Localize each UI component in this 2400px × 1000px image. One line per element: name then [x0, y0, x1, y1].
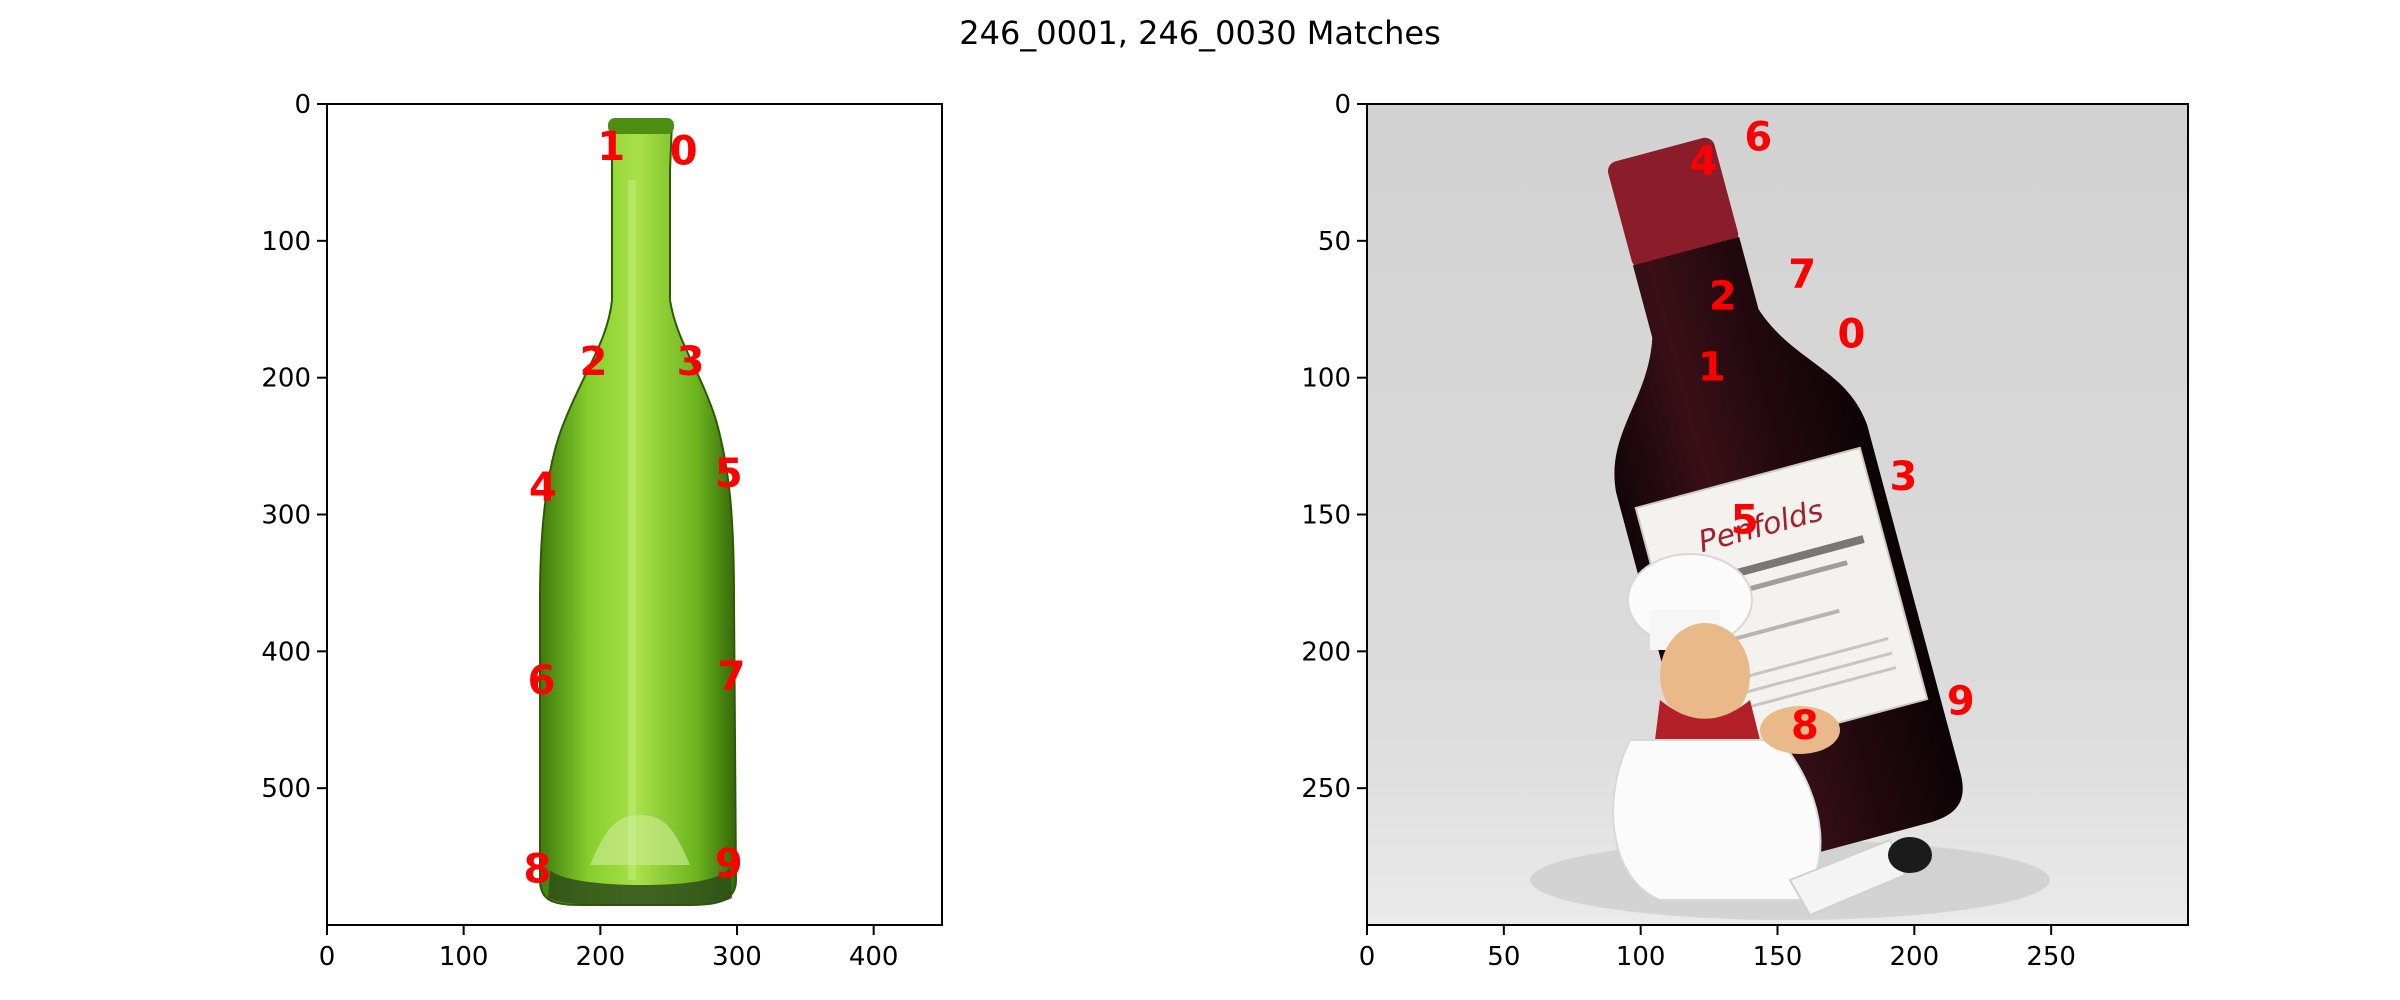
- right-keypoint-9: 9: [1947, 678, 1975, 724]
- right-keypoint-6: 6: [1744, 115, 1772, 161]
- left-keypoint-9: 9: [715, 841, 743, 887]
- right-ytick-label: 50: [1318, 227, 1351, 257]
- right-xtick-label: 100: [1616, 942, 1666, 972]
- right-xtick-label: 200: [1890, 942, 1940, 972]
- left-xtick-label: 0: [319, 942, 336, 972]
- left-ytick-label: 100: [261, 227, 311, 257]
- left-ytick-label: 300: [261, 501, 311, 531]
- right-xtick-label: 50: [1487, 942, 1520, 972]
- left-keypoint-6: 6: [528, 658, 556, 704]
- right-ytick-label: 150: [1301, 501, 1351, 531]
- right-keypoint-3: 3: [1889, 454, 1917, 500]
- right-keypoint-2: 2: [1709, 273, 1737, 319]
- left-ytick-label: 400: [261, 637, 311, 667]
- right-keypoints: 0 1 2 3 4 5 6 7 8 9: [1690, 115, 1975, 749]
- right-keypoint-8: 8: [1791, 703, 1819, 749]
- wine-bottle-chef-image: Penfolds: [1530, 137, 2050, 920]
- left-keypoint-3: 3: [677, 339, 705, 385]
- chef-figurine: [1612, 553, 1932, 917]
- left-keypoint-0: 0: [670, 128, 698, 174]
- left-xtick-label: 400: [849, 942, 899, 972]
- left-keypoint-2: 2: [580, 339, 608, 385]
- right-keypoint-7: 7: [1788, 251, 1816, 297]
- left-axes-ticks: 0 100 200 300 400 0 100 200 300 400 500: [261, 90, 898, 972]
- right-ytick-label: 250: [1301, 774, 1351, 804]
- right-keypoint-0: 0: [1837, 312, 1865, 358]
- left-keypoint-5: 5: [715, 451, 743, 497]
- right-xtick-label: 0: [1359, 942, 1376, 972]
- left-keypoints: 01 2 3 4 5 6 7 8 9: [524, 124, 746, 892]
- right-keypoint-4: 4: [1690, 139, 1718, 185]
- left-keypoint-7: 7: [718, 654, 746, 700]
- left-keypoint-4: 4: [529, 465, 557, 511]
- right-keypoint-5: 5: [1731, 498, 1759, 544]
- right-ytick-label: 100: [1301, 364, 1351, 394]
- green-bottle-image: [539, 118, 738, 906]
- left-xtick-label: 200: [576, 942, 626, 972]
- left-xtick-label: 300: [712, 942, 762, 972]
- right-keypoint-1: 1: [1698, 344, 1726, 390]
- left-keypoint-8: 8: [524, 847, 552, 893]
- figure-title: 246_0001, 246_0030 Matches: [959, 14, 1441, 52]
- left-xtick-label: 100: [439, 942, 489, 972]
- left-ytick-label: 500: [261, 774, 311, 804]
- right-ytick-label: 200: [1301, 637, 1351, 667]
- right-xtick-label: 150: [1753, 942, 1803, 972]
- left-keypoint-1: 1: [597, 124, 625, 170]
- right-xtick-label: 250: [2026, 942, 2076, 972]
- right-ytick-label: 0: [1334, 90, 1351, 120]
- left-ytick-label: 0: [294, 90, 311, 120]
- left-ytick-label: 200: [261, 364, 311, 394]
